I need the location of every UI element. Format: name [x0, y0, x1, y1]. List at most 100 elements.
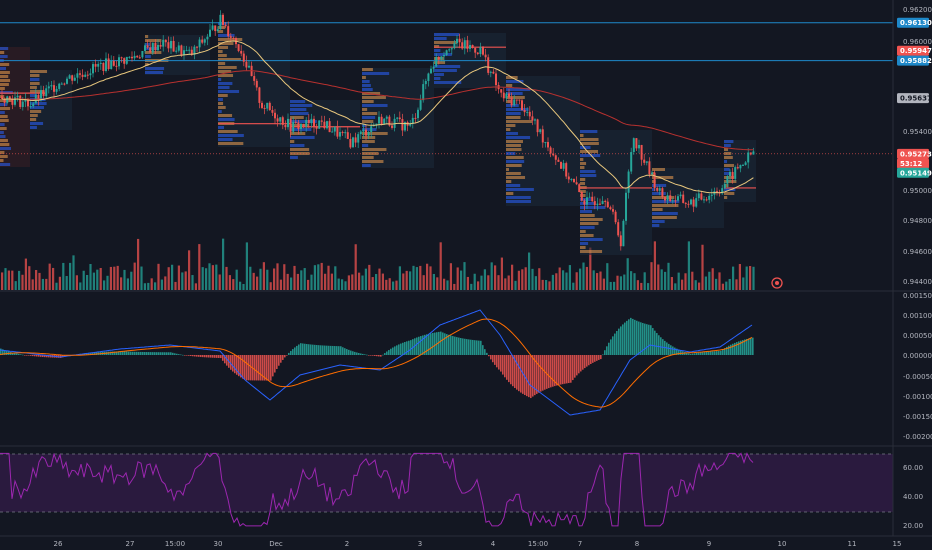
profile-row	[652, 204, 679, 207]
candle-body	[500, 89, 503, 93]
profile-row	[218, 102, 224, 105]
candle-body	[274, 112, 276, 119]
macd-hist-bar	[26, 355, 28, 356]
candle-body	[8, 96, 11, 99]
volume-bar	[218, 274, 221, 290]
profile-row	[434, 73, 444, 76]
profile-row	[506, 140, 523, 143]
volume-bars	[1, 238, 755, 290]
volume-bar	[279, 279, 282, 290]
volume-bar	[483, 269, 486, 290]
time-axis[interactable]: 26 27 15:00 30 Dec 2 3 4 15:00 7 8 9 10 …	[54, 540, 902, 548]
candle-body	[263, 107, 266, 109]
profile-row	[506, 184, 521, 187]
profile-row	[0, 127, 7, 130]
macd-pane[interactable]	[0, 309, 754, 416]
profile-row	[218, 26, 226, 29]
macd-tick: -0.00200	[903, 433, 932, 441]
rsi-pane[interactable]	[0, 452, 893, 527]
candle-body	[53, 85, 55, 92]
profile-row	[218, 78, 222, 81]
volume-bar	[681, 279, 684, 290]
candle-body	[219, 14, 222, 30]
volume-bar	[732, 266, 735, 290]
volume-bar	[657, 264, 660, 290]
macd-hist-bar	[28, 355, 30, 356]
macd-hist-bar	[248, 355, 250, 381]
macd-hist-bar	[536, 355, 538, 394]
profile-row	[290, 108, 307, 111]
macd-hist-bar	[326, 345, 328, 355]
macd-hist-bar	[348, 349, 350, 355]
profile-row	[580, 246, 586, 249]
profile-row	[30, 82, 40, 85]
volume-bar	[436, 277, 439, 290]
volume-bar	[45, 278, 48, 290]
macd-hist-bar	[284, 355, 286, 358]
volume-bar	[106, 275, 109, 290]
volume-bar	[160, 279, 163, 290]
candle-body	[167, 42, 170, 49]
candle-body	[203, 39, 206, 43]
macd-hist-bar	[450, 335, 452, 355]
volume-bar	[643, 272, 646, 290]
macd-hist-bar	[122, 351, 124, 355]
volume-bar	[266, 269, 269, 290]
horizontal-lines[interactable]	[0, 22, 893, 189]
profile-row	[0, 79, 11, 82]
profile-row	[506, 152, 516, 155]
profile-row	[580, 214, 595, 217]
profile-row	[724, 140, 734, 143]
macd-hist-bar	[120, 351, 122, 355]
macd-hist-bar	[616, 330, 618, 355]
macd-hist-bar	[150, 352, 152, 355]
volume-bar	[69, 262, 72, 290]
macd-hist-bar	[222, 355, 224, 361]
candle-body	[281, 117, 284, 125]
price-tag-bg	[897, 45, 929, 56]
candle-body	[534, 119, 536, 121]
candle-body	[526, 111, 529, 113]
macd-hist-bar	[204, 355, 206, 358]
macd-hist-bar	[464, 338, 466, 355]
profile-row	[218, 86, 230, 89]
rsi-axis[interactable]: 60.00 40.00 20.00	[903, 464, 923, 530]
profile-row	[580, 166, 585, 169]
profile-row	[30, 74, 40, 77]
macd-hist-bar	[202, 355, 204, 358]
price-tag-label: 0.95637	[900, 95, 932, 103]
profile-row	[0, 111, 5, 114]
volume-bar	[691, 271, 694, 290]
candle-body	[336, 126, 339, 137]
candle-body	[193, 46, 196, 55]
profile-row	[362, 120, 374, 123]
macd-hist-bar	[400, 343, 402, 355]
macd-hist-bar	[506, 355, 508, 380]
macd-hist-bar	[152, 352, 154, 355]
volume-bar	[167, 267, 170, 290]
candle-body	[112, 60, 115, 66]
profile-row	[580, 206, 606, 209]
macd-hist-bar	[366, 354, 368, 356]
volume-bar	[79, 282, 82, 290]
price-axis[interactable]: 0.96200 0.96000 0.95400 0.95000 0.94800 …	[897, 6, 932, 286]
macd-hist-bar	[156, 352, 158, 355]
macd-hist-bar	[678, 349, 680, 355]
alert-clock-icon[interactable]	[771, 277, 783, 289]
macd-hist-bar	[114, 351, 116, 355]
candle-body	[450, 48, 453, 50]
macd-hist-bar	[676, 348, 678, 355]
macd-hist-bar	[480, 340, 482, 355]
volume-bar	[113, 266, 116, 290]
macd-axis[interactable]: 0.00150 0.00100 0.00050 0.00000 -0.00050…	[903, 292, 932, 441]
profile-row	[580, 230, 586, 233]
price-pane[interactable]	[0, 10, 893, 290]
macd-hist-bar	[354, 351, 356, 355]
candle-body	[578, 184, 581, 193]
candle-body	[73, 77, 76, 81]
macd-hist-bar	[218, 355, 220, 358]
macd-hist-bar	[44, 355, 46, 358]
macd-hist-bar	[456, 337, 458, 355]
candle-body	[216, 29, 219, 32]
